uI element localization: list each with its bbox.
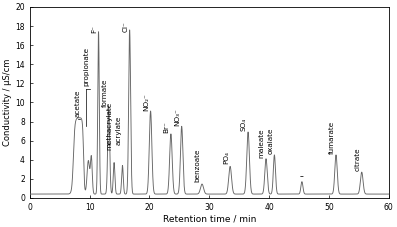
Text: SO₄: SO₄ bbox=[241, 118, 247, 131]
Text: PO₄: PO₄ bbox=[223, 151, 229, 165]
Text: Br⁻: Br⁻ bbox=[164, 121, 170, 133]
Text: methacrylate: methacrylate bbox=[106, 102, 113, 150]
Text: formate: formate bbox=[102, 79, 108, 107]
Text: –: – bbox=[299, 172, 303, 181]
Text: NO₂⁻: NO₂⁻ bbox=[143, 93, 149, 111]
Text: maleate: maleate bbox=[259, 128, 265, 158]
Text: citrate: citrate bbox=[354, 148, 360, 171]
Text: fumarate: fumarate bbox=[328, 121, 335, 154]
Text: propionate: propionate bbox=[83, 47, 90, 86]
Text: NO₃⁻: NO₃⁻ bbox=[174, 109, 181, 126]
Y-axis label: Conductivity / μS/cm: Conductivity / μS/cm bbox=[4, 59, 12, 146]
X-axis label: Retention time / min: Retention time / min bbox=[162, 215, 256, 224]
Text: oxalate: oxalate bbox=[267, 128, 273, 154]
Text: acrylate: acrylate bbox=[115, 116, 121, 145]
Text: F⁻: F⁻ bbox=[92, 25, 98, 33]
Text: Cl⁻: Cl⁻ bbox=[123, 21, 129, 32]
Text: acetate: acetate bbox=[75, 89, 81, 117]
Text: benzoate: benzoate bbox=[195, 148, 201, 182]
